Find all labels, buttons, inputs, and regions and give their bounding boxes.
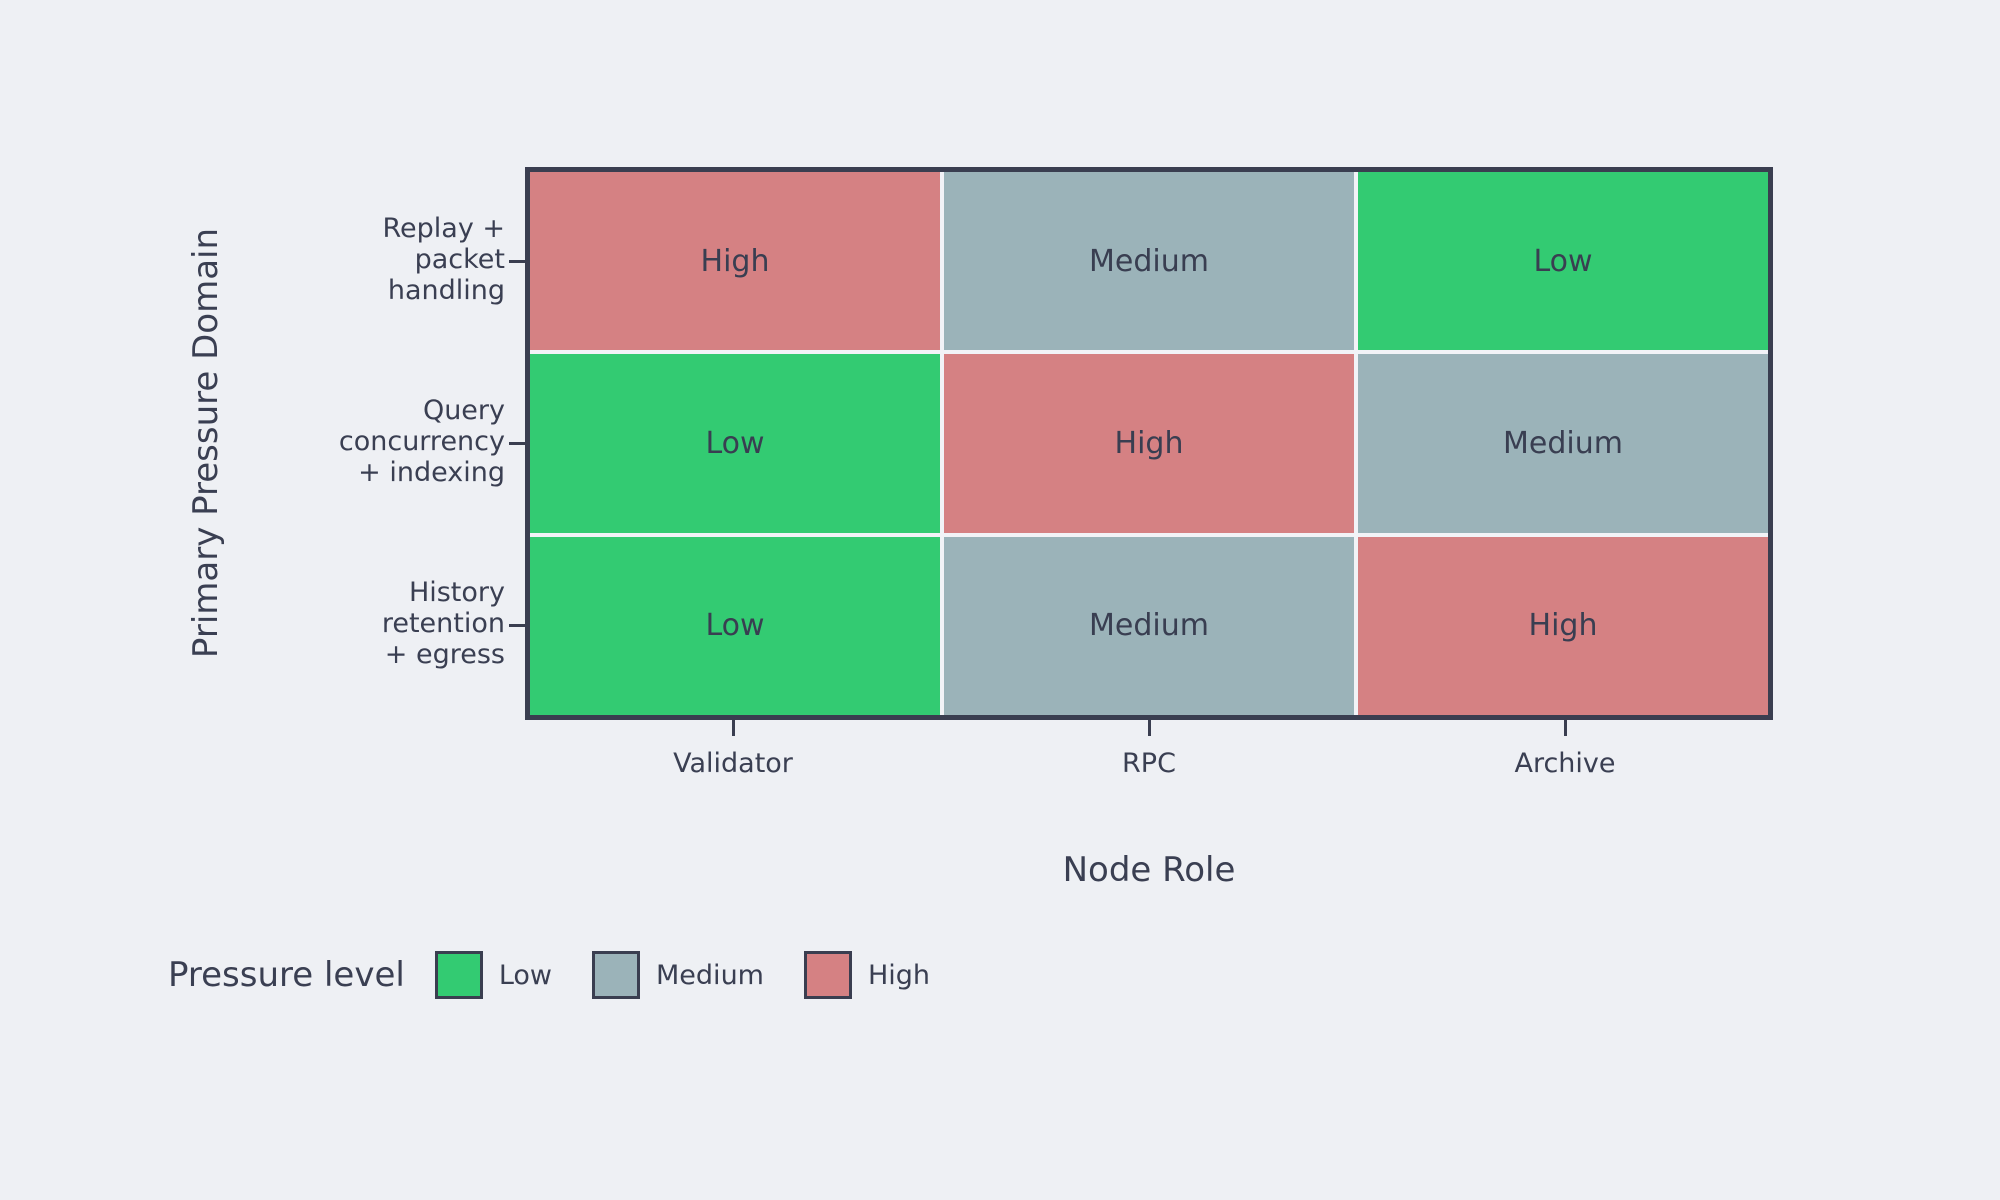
col-label-rpc: RPC	[1122, 748, 1176, 779]
legend-label-low: Low	[498, 959, 553, 991]
heatmap-cell-history-rpc: Medium	[944, 536, 1354, 715]
x-tick	[1148, 720, 1151, 736]
heatmap-cell-history-archive: High	[1358, 536, 1768, 715]
y-tick	[509, 442, 525, 445]
legend-item-low: Low	[434, 951, 553, 999]
row-label-replay: Replay + packet handling	[382, 213, 505, 306]
heatmap-plot-area: High Medium Low Low High Medium Low Medi…	[525, 167, 1773, 720]
legend-item-medium: Medium	[592, 951, 764, 999]
x-axis-title: Node Role	[1062, 850, 1236, 890]
col-label-validator: Validator	[673, 748, 793, 779]
row-label-query: Query concurrency + indexing	[338, 395, 505, 488]
y-tick	[509, 624, 525, 627]
heatmap-cell-replay-rpc: Medium	[944, 172, 1354, 351]
heatmap-cell-history-validator: Low	[530, 536, 940, 715]
heatmap-cell-replay-validator: High	[530, 172, 940, 351]
legend-title: Pressure level	[168, 955, 405, 995]
legend-label-medium: Medium	[656, 959, 764, 991]
legend-swatch-medium-icon	[592, 951, 641, 999]
legend: Pressure level Low Medium High	[168, 948, 970, 1002]
row-label-history: History retention + egress	[381, 577, 505, 670]
col-label-archive: Archive	[1514, 748, 1616, 779]
x-tick	[1564, 720, 1567, 736]
heatmap-cell-query-rpc: High	[944, 354, 1354, 533]
x-tick	[732, 720, 735, 736]
legend-swatch-high-icon	[803, 951, 852, 999]
legend-swatch-low-icon	[434, 951, 483, 999]
y-tick	[509, 260, 525, 263]
heatmap-cell-query-archive: Medium	[1358, 354, 1768, 533]
heatmap-cell-query-validator: Low	[530, 354, 940, 533]
heatmap-cell-replay-archive: Low	[1358, 172, 1768, 351]
legend-label-high: High	[867, 959, 931, 991]
legend-item-high: High	[803, 951, 931, 999]
